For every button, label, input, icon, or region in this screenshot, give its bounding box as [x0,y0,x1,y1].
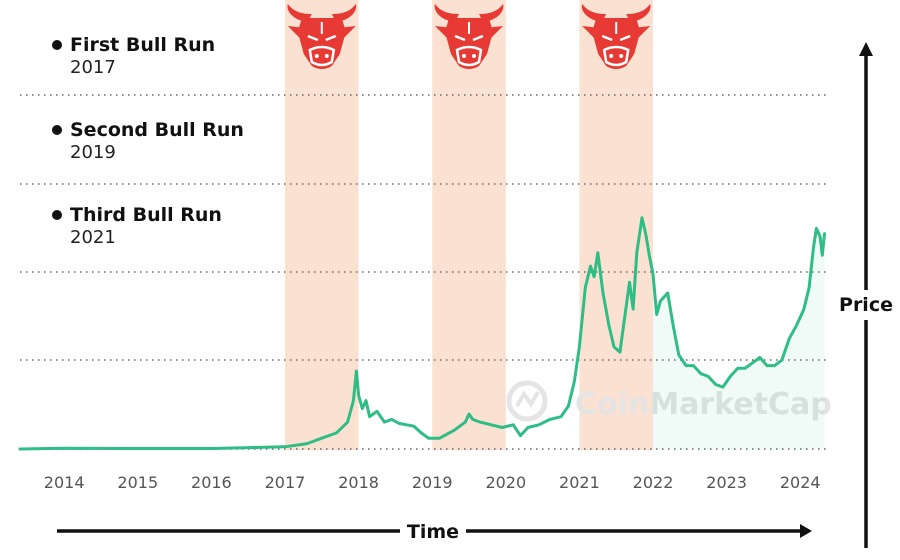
price-area-fill [653,228,825,449]
x-tick-label: 2015 [117,473,158,492]
y-axis-title: Price [839,294,893,316]
y-axis-arrowhead-icon [859,42,873,56]
legend-name-label: Third Bull Run [70,204,222,226]
legend-item-third-bull-run: Third Bull Run 2021 [52,204,222,250]
x-axis-title: Time [407,521,459,543]
bull-head-icon [287,4,357,69]
legend-item-first-bull-run: First Bull Run 2017 [52,34,215,80]
bull-run-band-2 [432,0,506,450]
x-tick-label: 2020 [485,473,526,492]
watermark-text: CoinMarketCap [575,387,832,422]
x-tick-label: 2022 [633,473,674,492]
bullet-icon [52,210,62,220]
bullet-icon [52,40,62,50]
bull-run-band-1 [284,0,359,450]
x-tick-label: 2014 [44,473,85,492]
x-tick-label: 2019 [412,473,453,492]
legend-year-label: 2017 [70,57,116,78]
price-line [18,216,826,451]
legend-item-second-bull-run: Second Bull Run 2019 [52,119,244,165]
bullet-icon [52,125,62,135]
bull-icons [287,4,651,69]
x-tick-labels: 2014 2015 2016 2017 2018 2019 2020 2021 2022 2023… [44,473,821,492]
x-tick-label: 2018 [338,473,379,492]
legend-year-label: 2021 [70,227,116,248]
legend-year-label: 2019 [70,142,116,163]
bull-head-icon [581,4,651,69]
x-tick-label: 2023 [706,473,747,492]
x-axis-arrowhead-icon [800,524,812,538]
x-tick-label: 2017 [265,473,306,492]
legend-name-label: Second Bull Run [70,119,244,141]
legend-name-label: First Bull Run [70,34,216,56]
x-tick-label: 2024 [780,473,821,492]
y-axis-title-backdrop [835,290,895,320]
x-tick-label: 2016 [191,473,232,492]
bull-head-icon [434,4,504,69]
x-tick-label: 2021 [559,473,600,492]
watermark-logo-icon [506,380,548,422]
